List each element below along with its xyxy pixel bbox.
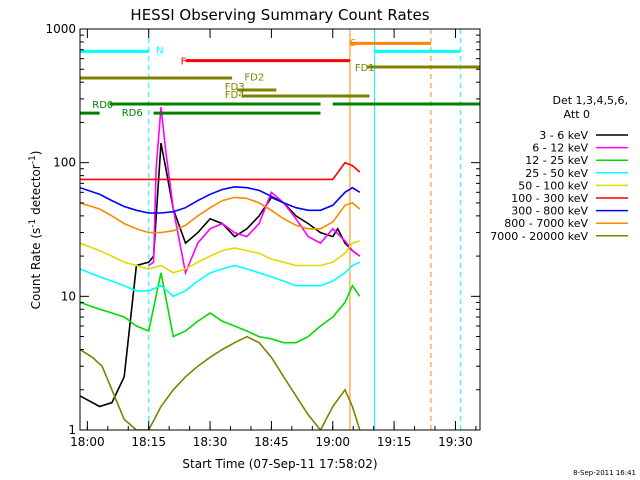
legend-subtitle: Att 0: [564, 108, 590, 121]
series-line: [80, 240, 361, 274]
x-tick-label: 19:15: [377, 435, 412, 449]
legend-title: Det 1,3,4,5,6,: [552, 94, 628, 107]
flag-label: FD3: [225, 82, 245, 93]
footer-timestamp: 8-Sep-2011 16:41: [573, 469, 636, 477]
x-tick-label: 18:30: [193, 435, 228, 449]
flag-label: RD6: [122, 108, 143, 119]
legend-entry-label: 7000 - 20000 keV: [490, 230, 588, 243]
series-line: [80, 261, 361, 298]
flag-label: FD4: [225, 90, 245, 101]
series-line: [80, 196, 361, 234]
y-tick-label: 10: [61, 289, 76, 303]
chart-title: HESSI Observing Summary Count Rates: [130, 6, 429, 24]
legend-entry-label: 50 - 100 keV: [518, 179, 588, 192]
flag-label: FD1: [355, 63, 375, 74]
flag-label: F: [181, 57, 187, 68]
series-line: [80, 142, 361, 408]
legend-entry-label: 300 - 800 keV: [511, 205, 588, 218]
x-tick-label: 19:30: [438, 435, 473, 449]
x-tick-label: 19:00: [315, 435, 350, 449]
legend-entry-label: 800 - 7000 keV: [504, 217, 588, 230]
series-line: [80, 272, 361, 344]
series-line: [80, 335, 361, 430]
y-tick-label: 1000: [45, 22, 76, 36]
x-tick-label: 18:00: [70, 435, 105, 449]
series-line: [80, 185, 361, 214]
legend-entry-label: 6 - 12 keV: [532, 142, 588, 155]
x-tick-label: 18:45: [254, 435, 289, 449]
series-line: [148, 107, 361, 276]
legend-entry-label: 12 - 25 keV: [525, 154, 588, 167]
y-tick-label: 100: [53, 156, 76, 170]
flag-label: N: [156, 46, 163, 57]
x-tick-label: 18:15: [131, 435, 166, 449]
legend-entry-label: 25 - 50 keV: [525, 167, 588, 180]
flag-label: FD2: [244, 73, 264, 84]
series-line: [80, 161, 361, 181]
flag-label: RD0: [92, 100, 113, 111]
x-axis-label: Start Time (07-Sep-11 17:58:02): [182, 457, 377, 471]
y-tick-label: 1: [68, 423, 76, 437]
y-axis-label: Count Rate (s-1 detector-1): [28, 151, 43, 310]
plot-frame: [79, 28, 481, 431]
flag-label: S: [350, 38, 356, 49]
legend-entry-label: 100 - 300 keV: [511, 192, 588, 205]
legend-entry-label: 3 - 6 keV: [539, 129, 588, 142]
axes: 18:00 18:15 18:30 18:45 19:00 19:15 19:30 1 10 10…: [45, 22, 480, 449]
